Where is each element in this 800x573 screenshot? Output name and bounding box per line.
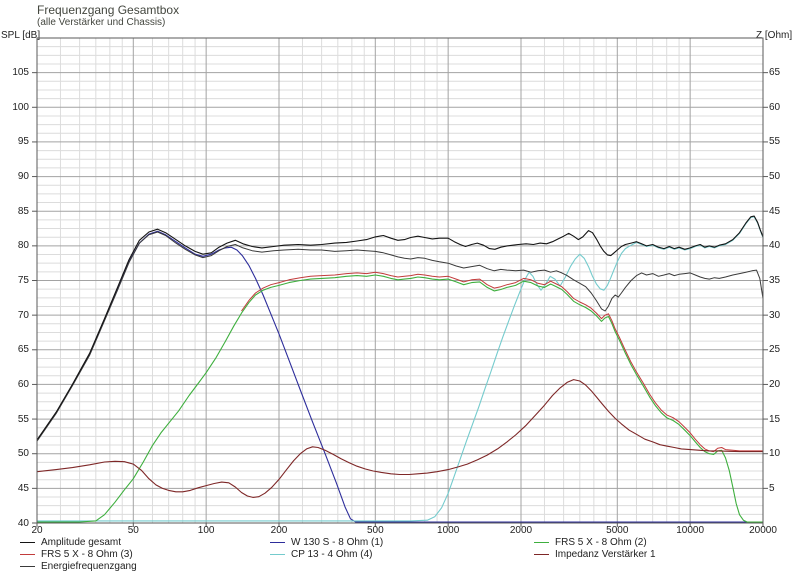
y-axis-left-title: SPL [dB] <box>1 30 41 41</box>
x-axis-tick-label: 200 <box>270 525 288 536</box>
y-axis-left-tick-label: 90 <box>17 171 29 183</box>
curve-frs5x_3 <box>241 271 763 453</box>
y-axis-left-tick-label: 50 <box>17 448 29 460</box>
curve-w130s_1 <box>36 230 763 523</box>
legend-column: Amplitude gesamt FRS 5 X - 8 Ohm (3) Energ… <box>20 536 137 572</box>
legend-column: FRS 5 X - 8 Ohm (2) Impedanz Verstärker 1 <box>534 536 656 560</box>
x-axis-tick-label: 20000 <box>749 525 777 536</box>
x-axis-tick-label: 2000 <box>509 525 533 536</box>
legend-item-impedanz_verstaerker_1: Impedanz Verstärker 1 <box>534 548 656 560</box>
y-axis-left-tick-label: 95 <box>17 136 29 148</box>
x-axis-tick-label: 1000 <box>437 525 460 536</box>
y-axis-right-tick-label: 45 <box>769 205 781 217</box>
legend-swatch-energiefrequenzgang <box>20 565 35 567</box>
curve-energiefrequenzgang <box>36 231 764 442</box>
y-axis-left-tick-label: 55 <box>17 413 29 425</box>
legend-label: Energiefrequenzgang <box>41 560 137 572</box>
legend-swatch-cp13_4 <box>270 553 285 555</box>
legend-label: FRS 5 X - 8 Ohm (2) <box>555 536 647 548</box>
legend-swatch-frs5x_2 <box>534 541 549 543</box>
y-axis-right-title: Z [Ohm] <box>756 30 793 41</box>
data-curves <box>36 215 764 523</box>
y-axis-left-tick-label: 40 <box>17 517 29 529</box>
y-axis-left-tick-label: 105 <box>12 67 29 79</box>
legend-swatch-frs5x_3 <box>20 553 35 555</box>
axis-ticks <box>32 72 768 527</box>
x-axis-tick-label: 50 <box>127 525 139 536</box>
y-axis-right-tick-label: 65 <box>769 67 781 79</box>
legend-item-frs5x_3: FRS 5 X - 8 Ohm (3) <box>20 548 137 560</box>
legend-label: Impedanz Verstärker 1 <box>555 548 656 560</box>
curve-cp13_4 <box>37 216 764 522</box>
y-axis-left-tick-label: 70 <box>17 309 29 321</box>
y-axis-right-tick-label: 35 <box>769 275 781 286</box>
y-axis-right-tick-label: 15 <box>769 413 781 425</box>
curve-amplitude_gesamt <box>36 215 764 441</box>
legend-label: Amplitude gesamt <box>41 536 122 548</box>
y-axis-left-tick-label: 65 <box>17 344 29 356</box>
y-axis-right-tick-label: 40 <box>769 240 781 252</box>
y-axis-right-tick-label: 20 <box>769 378 781 390</box>
legend-column: W 130 S - 8 Ohm (1) CP 13 - 4 Ohm (4) <box>270 536 384 560</box>
legend-label: FRS 5 X - 8 Ohm (3) <box>41 548 133 560</box>
curve-frs5x_2 <box>37 274 763 523</box>
y-axis-left-tick-label: 60 <box>17 378 29 390</box>
x-axis-tick-label: 20 <box>31 525 43 536</box>
legend-item-frs5x_2: FRS 5 X - 8 Ohm (2) <box>534 536 656 548</box>
y-axis-right-tick-label: 55 <box>769 136 781 148</box>
plot-frame <box>36 37 764 524</box>
y-axis-right-tick-label: 25 <box>769 344 781 356</box>
legend-label: CP 13 - 4 Ohm (4) <box>291 548 373 560</box>
y-axis-left-tick-label: 85 <box>17 205 29 217</box>
y-axis-left-tick-label: 100 <box>12 101 29 113</box>
y-axis-left-tick-label: 80 <box>17 240 29 252</box>
x-axis-tick-label: 100 <box>197 525 215 536</box>
legend-item-energiefrequenzgang: Energiefrequenzgang <box>20 560 137 572</box>
y-axis-right-tick-label: 30 <box>769 309 781 321</box>
y-axis-right-tick-label: 5 <box>769 482 775 494</box>
x-axis-tick-label: 5000 <box>606 525 629 536</box>
legend-swatch-amplitude_gesamt <box>20 541 35 543</box>
chart-subtitle: (alle Verstärker und Chassis) <box>37 17 166 28</box>
legend-item-amplitude_gesamt: Amplitude gesamt <box>20 536 137 548</box>
x-axis-tick-label: 500 <box>366 525 384 536</box>
chart-title: Frequenzgang Gesamtbox <box>37 3 180 17</box>
y-axis-left-tick-label: 45 <box>17 482 29 494</box>
legend-swatch-impedanz_verstaerker_1 <box>534 553 549 555</box>
curve-impedanz_verstaerker_1 <box>36 379 763 498</box>
legend-item-cp13_4: CP 13 - 4 Ohm (4) <box>270 548 383 560</box>
legend-item-w130s_1: W 130 S - 8 Ohm (1) <box>270 536 384 548</box>
y-axis-right-tick-label: 10 <box>769 448 781 460</box>
y-axis-right-tick-label: 50 <box>769 171 781 183</box>
gridlines-major <box>36 37 764 524</box>
legend-swatch-w130s_1 <box>270 541 285 543</box>
x-axis-tick-label: 10000 <box>676 525 705 536</box>
y-axis-left-tick-label: 75 <box>17 275 29 286</box>
legend-label: W 130 S - 8 Ohm (1) <box>291 536 384 548</box>
y-axis-right-tick-label: 60 <box>769 101 781 113</box>
